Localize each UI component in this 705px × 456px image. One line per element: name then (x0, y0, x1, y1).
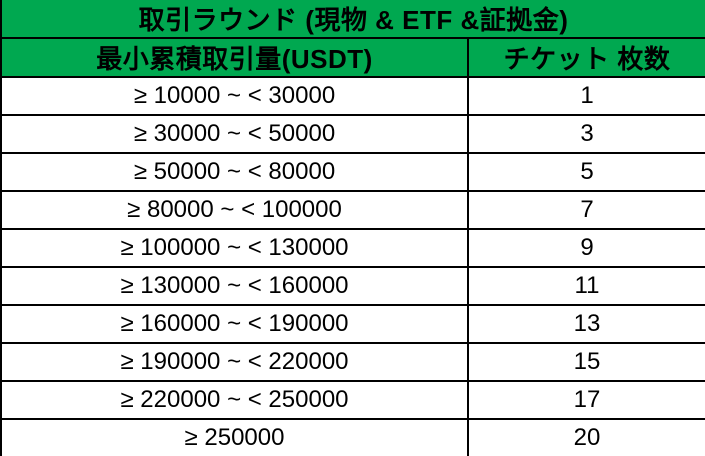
title-row: 取引ラウンド (現物 & ETF &証拠金) (0, 0, 705, 39)
table-row: ≥ 160000 ~ < 190000 13 (0, 304, 705, 344)
table-row: ≥ 30000 ~ < 50000 3 (0, 114, 705, 154)
table-row: ≥ 80000 ~ < 100000 7 (0, 190, 705, 230)
table-row: ≥ 220000 ~ < 250000 17 (0, 380, 705, 420)
volume-range-cell: ≥ 190000 ~ < 220000 (0, 342, 469, 382)
column-header-tickets: チケット 枚数 (467, 37, 705, 78)
ticket-count-cell: 13 (467, 304, 705, 344)
volume-range-cell: ≥ 80000 ~ < 100000 (0, 190, 469, 230)
ticket-count-cell: 1 (467, 76, 705, 116)
table-title: 取引ラウンド (現物 & ETF &証拠金) (0, 0, 705, 39)
volume-range-cell: ≥ 160000 ~ < 190000 (0, 304, 469, 344)
ticket-count-cell: 11 (467, 266, 705, 306)
volume-range-cell: ≥ 50000 ~ < 80000 (0, 152, 469, 192)
table-row: ≥ 10000 ~ < 30000 1 (0, 76, 705, 116)
table-body: ≥ 10000 ~ < 30000 1 ≥ 30000 ~ < 50000 3 ≥ 50… (0, 76, 705, 456)
ticket-count-cell: 20 (467, 418, 705, 456)
column-header-row: 最小累積取引量(USDT) チケット 枚数 (0, 37, 705, 78)
volume-range-cell: ≥ 130000 ~ < 160000 (0, 266, 469, 306)
table-row: ≥ 100000 ~ < 130000 9 (0, 228, 705, 268)
ticket-count-cell: 17 (467, 380, 705, 420)
volume-range-cell: ≥ 10000 ~ < 30000 (0, 76, 469, 116)
column-header-volume: 最小累積取引量(USDT) (0, 37, 469, 78)
ticket-count-cell: 5 (467, 152, 705, 192)
volume-range-cell: ≥ 30000 ~ < 50000 (0, 114, 469, 154)
ticket-count-cell: 9 (467, 228, 705, 268)
ticket-count-cell: 15 (467, 342, 705, 382)
table-row: ≥ 190000 ~ < 220000 15 (0, 342, 705, 382)
volume-range-cell: ≥ 100000 ~ < 130000 (0, 228, 469, 268)
table-row: ≥ 250000 20 (0, 418, 705, 456)
volume-range-cell: ≥ 250000 (0, 418, 469, 456)
table-row: ≥ 50000 ~ < 80000 5 (0, 152, 705, 192)
table-row: ≥ 130000 ~ < 160000 11 (0, 266, 705, 306)
volume-range-cell: ≥ 220000 ~ < 250000 (0, 380, 469, 420)
ticket-count-cell: 3 (467, 114, 705, 154)
ticket-count-cell: 7 (467, 190, 705, 230)
